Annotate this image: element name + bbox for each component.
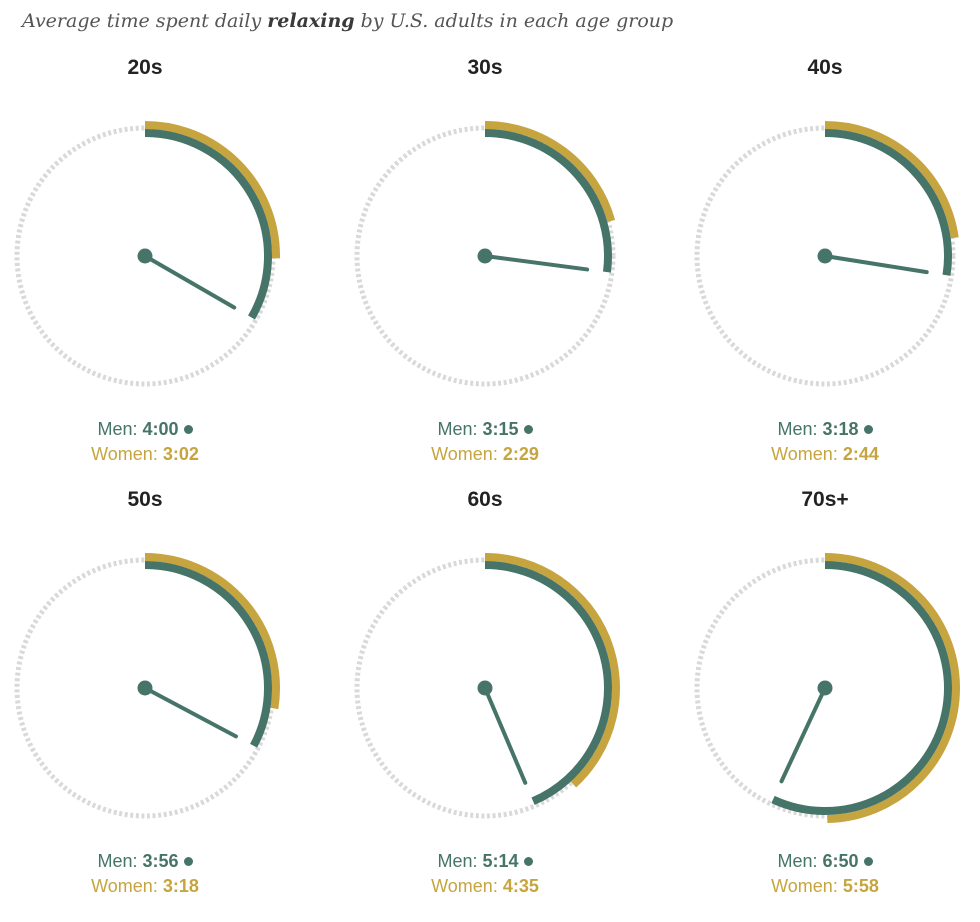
women-legend-row: Women: 3:18 <box>0 874 290 899</box>
women-label: Women: <box>91 444 163 464</box>
clock-pivot <box>137 680 153 696</box>
men-dot-icon <box>183 425 193 434</box>
women-value: 4:35 <box>502 876 539 896</box>
clock-chart <box>14 121 280 387</box>
age-group-label: 40s <box>807 56 843 79</box>
men-legend-row: Men: 6:50 <box>680 849 970 874</box>
men-value: 5:14 <box>482 851 519 871</box>
women-label: Women: <box>771 876 843 896</box>
clock-panel: 20s Men: 4:00 Women: 3:02 <box>0 0 300 464</box>
clock-track <box>694 125 956 387</box>
men-clock-hand <box>823 254 929 275</box>
men-legend-row: Men: 3:18 <box>680 417 970 442</box>
men-value: 4:00 <box>142 419 179 439</box>
chart-title: Average time spent daily relaxing by U.S… <box>22 10 673 32</box>
men-arc <box>771 561 952 815</box>
men-label: Men: <box>437 851 483 871</box>
title-suffix: by U.S. adults in each age group <box>354 10 674 32</box>
title-prefix: Average time spent daily <box>22 10 268 32</box>
men-label: Men: <box>97 419 143 439</box>
men-clock-hand <box>143 686 238 739</box>
men-dot-icon <box>863 425 873 434</box>
men-label: Men: <box>437 419 483 439</box>
clock-pivot <box>477 248 493 264</box>
men-arc <box>484 129 612 273</box>
men-dot-icon <box>183 857 193 866</box>
women-value: 3:18 <box>162 876 199 896</box>
women-legend-row: Women: 5:58 <box>680 874 970 899</box>
men-clock-hand <box>143 254 237 310</box>
clock-chart <box>354 553 620 819</box>
age-group-label: 70s+ <box>801 488 849 511</box>
men-label: Men: <box>777 419 823 439</box>
age-group-label: 30s <box>467 56 503 79</box>
clock-legend: Men: 3:56 Women: 3:18 <box>0 849 290 899</box>
women-legend-row: Women: 2:44 <box>680 442 970 467</box>
men-label: Men: <box>97 851 143 871</box>
women-label: Women: <box>431 876 503 896</box>
age-group-label: 50s <box>127 488 163 511</box>
clock-panel: 40s Men: 3:18 Women: 2:44 <box>680 0 980 464</box>
women-label: Women: <box>431 444 503 464</box>
women-arc <box>144 553 280 710</box>
clock-track <box>354 125 616 387</box>
women-arc <box>824 121 959 239</box>
men-value: 3:56 <box>142 851 179 871</box>
men-legend-row: Men: 4:00 <box>0 417 290 442</box>
men-clock-hand <box>779 686 827 784</box>
clock-legend: Men: 6:50 Women: 5:58 <box>680 849 970 899</box>
clock-chart <box>694 553 960 823</box>
women-arc <box>484 121 616 223</box>
women-arc <box>484 553 620 788</box>
clock-chart <box>694 121 959 387</box>
women-value: 5:58 <box>842 876 879 896</box>
men-value: 3:15 <box>482 419 519 439</box>
clock-pivot <box>477 680 493 696</box>
men-clock-hand <box>483 686 528 785</box>
clock-chart <box>354 121 616 387</box>
men-legend-row: Men: 3:15 <box>340 417 630 442</box>
men-legend-row: Men: 5:14 <box>340 849 630 874</box>
clock-pivot <box>137 248 153 264</box>
men-value: 3:18 <box>822 419 859 439</box>
women-legend-row: Women: 3:02 <box>0 442 290 467</box>
men-arc <box>144 561 272 748</box>
clock-panel: 30s Men: 3:15 Women: 2:29 <box>340 0 640 464</box>
women-arc <box>144 121 280 259</box>
men-arc <box>144 129 272 320</box>
women-label: Women: <box>771 444 843 464</box>
men-clock-hand <box>483 254 590 272</box>
men-dot-icon <box>523 425 533 434</box>
men-dot-icon <box>523 857 533 866</box>
men-legend-row: Men: 3:56 <box>0 849 290 874</box>
clock-pivot <box>817 680 833 696</box>
clock-panel: 60s Men: 5:14 Women: 4:35 <box>340 432 640 896</box>
women-label: Women: <box>91 876 163 896</box>
women-value: 3:02 <box>162 444 199 464</box>
age-group-label: 60s <box>467 488 503 511</box>
women-legend-row: Women: 4:35 <box>340 874 630 899</box>
title-emphasis: relaxing <box>267 10 355 32</box>
women-value: 2:29 <box>502 444 539 464</box>
women-value: 2:44 <box>842 444 879 464</box>
men-value: 6:50 <box>822 851 859 871</box>
men-dot-icon <box>863 857 873 866</box>
clock-legend: Men: 5:14 Women: 4:35 <box>340 849 630 899</box>
age-group-label: 20s <box>127 56 163 79</box>
men-label: Men: <box>777 851 823 871</box>
clock-panel: 50s Men: 3:56 Women: 3:18 <box>0 432 300 896</box>
clock-legend: Men: 4:00 Women: 3:02 <box>0 417 290 467</box>
clock-pivot <box>817 248 833 264</box>
clock-chart <box>14 553 280 819</box>
clock-legend: Men: 3:18 Women: 2:44 <box>680 417 970 467</box>
men-arc <box>484 561 612 805</box>
clock-legend: Men: 3:15 Women: 2:29 <box>340 417 630 467</box>
women-legend-row: Women: 2:29 <box>340 442 630 467</box>
men-arc <box>824 129 952 276</box>
clock-panel: 70s+ Men: 6:50 Women: 5:58 <box>680 432 980 896</box>
women-arc <box>824 553 960 823</box>
